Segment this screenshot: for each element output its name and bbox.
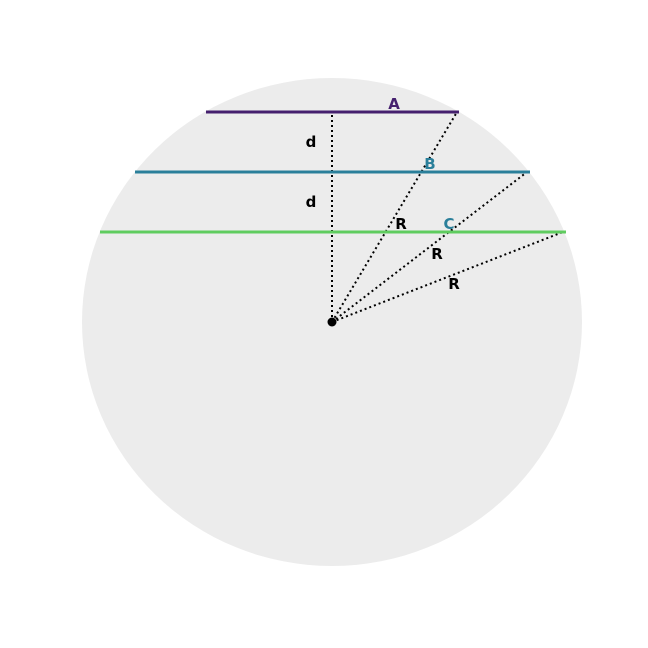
chord-c-label: C: [443, 215, 454, 233]
radius-label-1: R: [395, 215, 407, 233]
center-point: [327, 317, 337, 327]
radius-line-3: [331, 231, 564, 323]
radius-label-2: R: [431, 245, 443, 263]
radius-line-2: [331, 171, 528, 323]
radius-line-1: [331, 111, 458, 323]
distance-label-1: d: [306, 133, 317, 151]
chord-b-label: B: [424, 155, 435, 173]
radius-label-3: R: [448, 275, 460, 293]
chord-a-label: A: [388, 95, 400, 113]
distance-label-2: d: [306, 193, 317, 211]
